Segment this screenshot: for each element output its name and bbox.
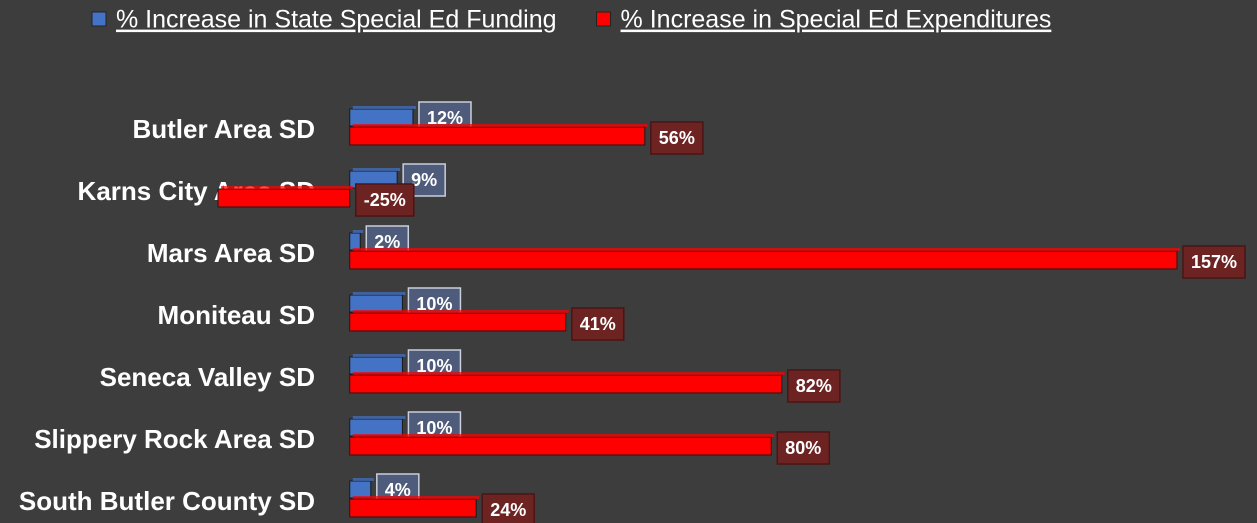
data-label-text: 2% xyxy=(374,232,400,252)
bar xyxy=(349,356,403,375)
bar-top xyxy=(352,478,374,481)
category-label: Seneca Valley SD xyxy=(100,362,315,392)
bar-top xyxy=(352,354,406,357)
bar-top xyxy=(221,186,353,189)
data-label-text: 157% xyxy=(1191,252,1237,272)
data-label-box xyxy=(481,493,535,523)
category-label: Butler Area SD xyxy=(132,114,315,144)
data-label: 82% xyxy=(787,369,841,403)
data-label-box xyxy=(1182,245,1246,279)
data-label-box xyxy=(776,431,831,465)
category-label: South Butler County SD xyxy=(19,486,315,516)
data-label-box xyxy=(354,183,415,217)
category-label: Mars Area SD xyxy=(147,238,315,268)
legend-swatch xyxy=(91,11,107,27)
data-label-text: 12% xyxy=(427,108,463,128)
bar xyxy=(349,480,372,499)
data-label-text: 9% xyxy=(411,170,437,190)
data-label: 80% xyxy=(776,431,831,465)
data-label: 41% xyxy=(571,307,625,341)
bar xyxy=(349,436,772,456)
bar xyxy=(349,294,403,313)
bar-top xyxy=(352,124,648,127)
legend-label: % Increase in Special Ed Expenditures xyxy=(621,6,1052,34)
legend-swatch xyxy=(596,11,612,27)
data-label-text: 56% xyxy=(659,128,695,148)
bar xyxy=(349,108,414,127)
bar-top xyxy=(352,496,480,499)
bar xyxy=(349,374,783,394)
bar-top xyxy=(352,230,364,233)
bar xyxy=(349,418,403,437)
bar-top xyxy=(352,416,406,419)
bar xyxy=(217,188,351,208)
bar xyxy=(349,232,361,251)
data-label-box xyxy=(787,369,841,403)
bar xyxy=(349,250,1178,270)
bar-top xyxy=(352,372,785,375)
data-label-text: 24% xyxy=(490,500,526,520)
data-label: 56% xyxy=(650,121,704,155)
category-label: Moniteau SD xyxy=(158,300,315,330)
bar xyxy=(349,498,477,518)
data-label: -25% xyxy=(354,183,415,217)
category-label: Slippery Rock Area SD xyxy=(34,424,315,454)
data-label-text: 80% xyxy=(785,438,821,458)
bar-top xyxy=(352,168,401,171)
data-label-text: 4% xyxy=(385,480,411,500)
bar-top xyxy=(352,248,1180,251)
data-label-text: 10% xyxy=(416,294,452,314)
data-label-text: 41% xyxy=(580,314,616,334)
bar-top xyxy=(352,292,406,295)
data-label-box xyxy=(571,307,625,341)
bar xyxy=(349,126,646,146)
bar xyxy=(349,312,567,332)
data-label: 24% xyxy=(481,493,535,523)
bar-top xyxy=(352,106,416,109)
data-label-text: -25% xyxy=(364,190,406,210)
data-label-text: 82% xyxy=(796,376,832,396)
legend-label: % Increase in State Special Ed Funding xyxy=(116,6,557,34)
data-label: 157% xyxy=(1182,245,1246,279)
legend: % Increase in State Special Ed Funding % … xyxy=(91,6,1052,34)
data-label-text: 10% xyxy=(416,418,452,438)
bar-top xyxy=(352,434,775,437)
bar-top xyxy=(352,310,569,313)
data-label-box xyxy=(650,121,704,155)
data-label-text: 10% xyxy=(416,356,452,376)
